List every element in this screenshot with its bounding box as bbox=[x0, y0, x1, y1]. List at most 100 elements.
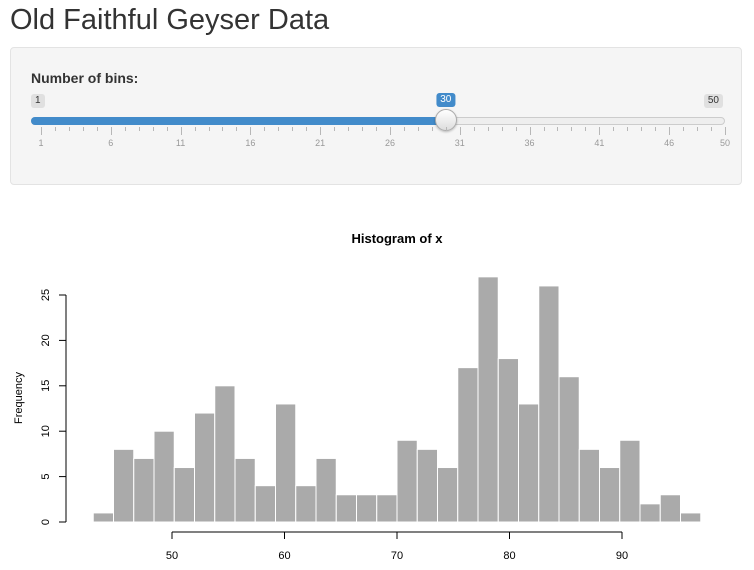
slider-minor-tick bbox=[152, 127, 154, 131]
slider-major-tick bbox=[389, 127, 391, 135]
slider-minor-tick bbox=[278, 127, 280, 131]
histogram-bar bbox=[356, 494, 378, 523]
slider-minor-tick bbox=[627, 127, 629, 131]
slider-major-tick bbox=[725, 127, 726, 135]
histogram-bar bbox=[295, 485, 317, 523]
slider-max-label: 50 bbox=[703, 94, 723, 108]
slider-minor-tick bbox=[236, 127, 238, 131]
slider-minor-tick bbox=[222, 127, 224, 131]
sidebar-panel: Number of bins: 1 50 30 1 6 11 16 21 26 31 36 41… bbox=[10, 47, 742, 185]
slider-minor-tick bbox=[403, 127, 405, 131]
histogram-bar bbox=[497, 358, 519, 523]
slider-minor-tick bbox=[68, 127, 70, 131]
slider-minor-tick bbox=[557, 127, 559, 131]
slider-minor-tick bbox=[711, 127, 713, 131]
y-axis-label: Frequency bbox=[13, 372, 25, 424]
slider-major-tick bbox=[250, 127, 252, 135]
slider-value-label: 30 bbox=[436, 93, 456, 107]
slider-minor-tick bbox=[124, 127, 126, 131]
slider-minor-tick bbox=[334, 127, 336, 131]
histogram-bar bbox=[194, 412, 216, 523]
slider-minor-tick bbox=[54, 127, 56, 131]
slider-fill bbox=[31, 117, 446, 125]
slider-tick-label: 26 bbox=[384, 138, 395, 148]
slider-minor-tick bbox=[138, 127, 140, 131]
histogram-bar bbox=[315, 457, 337, 523]
slider-minor-tick bbox=[641, 127, 643, 131]
histogram-bar bbox=[234, 457, 256, 523]
slider-minor-tick bbox=[655, 127, 657, 131]
slider-major-tick bbox=[459, 127, 461, 135]
slider-tick-label: 11 bbox=[175, 138, 186, 148]
slider-minor-tick bbox=[362, 127, 364, 131]
slider-tick-label: 6 bbox=[108, 138, 114, 148]
y-tick-label: 10 bbox=[40, 425, 52, 437]
histogram-bars bbox=[92, 276, 702, 523]
slider-tick-label: 21 bbox=[315, 138, 326, 148]
slider-minor-tick bbox=[292, 127, 294, 131]
slider-minor-tick bbox=[82, 127, 84, 131]
slider-minor-tick bbox=[683, 127, 685, 131]
histogram-bar bbox=[558, 376, 580, 523]
slider-minor-tick bbox=[585, 127, 587, 131]
slider-minor-tick bbox=[348, 127, 350, 131]
histogram-bar bbox=[113, 448, 135, 523]
slider-major-tick bbox=[599, 127, 601, 135]
slider-minor-tick bbox=[543, 127, 545, 131]
slider-major-tick bbox=[110, 127, 112, 135]
slider-major-tick bbox=[669, 127, 671, 135]
slider-min-label: 1 bbox=[31, 94, 45, 108]
slider-major-tick bbox=[320, 127, 322, 135]
x-tick-label: 70 bbox=[391, 550, 403, 562]
histogram-bar bbox=[457, 367, 479, 523]
y-tick-label: 20 bbox=[40, 334, 52, 346]
histogram-bar bbox=[578, 448, 600, 523]
slider-minor-tick bbox=[264, 127, 266, 131]
histogram-bar bbox=[538, 285, 560, 523]
bins-slider[interactable]: 1 50 30 1 6 11 16 21 26 31 36 41 46 50 bbox=[11, 48, 741, 184]
slider-minor-tick bbox=[194, 127, 196, 131]
slider-minor-tick bbox=[96, 127, 98, 131]
slider-minor-tick bbox=[473, 127, 475, 131]
histogram-bar bbox=[599, 467, 621, 523]
x-tick-label: 60 bbox=[278, 550, 290, 562]
histogram-bar bbox=[680, 512, 702, 523]
histogram-bar bbox=[396, 439, 418, 523]
slider-tick-label: 36 bbox=[524, 138, 535, 148]
slider-minor-tick bbox=[431, 127, 433, 131]
slider-tick-label: 1 bbox=[38, 138, 44, 148]
slider-major-tick bbox=[41, 127, 42, 135]
slider-major-tick bbox=[529, 127, 531, 135]
slider-tick-label: 41 bbox=[594, 138, 605, 148]
slider-minor-tick bbox=[376, 127, 378, 131]
histogram-bar bbox=[275, 403, 297, 523]
histogram-bar bbox=[437, 467, 459, 523]
x-tick-label: 50 bbox=[166, 550, 178, 562]
histogram-bar bbox=[92, 512, 114, 523]
slider-minor-tick bbox=[613, 127, 615, 131]
histogram-bar bbox=[639, 503, 661, 523]
y-tick-label: 0 bbox=[40, 519, 52, 525]
chart-title: Histogram of x bbox=[351, 231, 443, 246]
slider-minor-tick bbox=[487, 127, 489, 131]
slider-tick-label: 16 bbox=[245, 138, 256, 148]
slider-minor-tick bbox=[697, 127, 699, 131]
histogram-bar bbox=[477, 276, 499, 523]
histogram-bar bbox=[416, 448, 438, 523]
y-tick-label: 5 bbox=[40, 474, 52, 480]
histogram-bar bbox=[335, 494, 357, 523]
histogram-bar bbox=[659, 494, 681, 523]
slider-tick-label: 46 bbox=[664, 138, 675, 148]
slider-minor-tick bbox=[417, 127, 419, 131]
x-axis: 50 60 70 80 90 bbox=[166, 531, 628, 562]
y-tick-label: 25 bbox=[40, 289, 52, 301]
histogram-bar bbox=[133, 457, 155, 523]
slider-minor-tick bbox=[571, 127, 573, 131]
slider-minor-tick bbox=[208, 127, 210, 131]
histogram-bar bbox=[518, 403, 540, 523]
slider-minor-tick bbox=[166, 127, 168, 131]
page-title: Old Faithful Geyser Data bbox=[10, 4, 330, 36]
slider-minor-tick bbox=[306, 127, 308, 131]
x-tick-label: 80 bbox=[503, 550, 515, 562]
